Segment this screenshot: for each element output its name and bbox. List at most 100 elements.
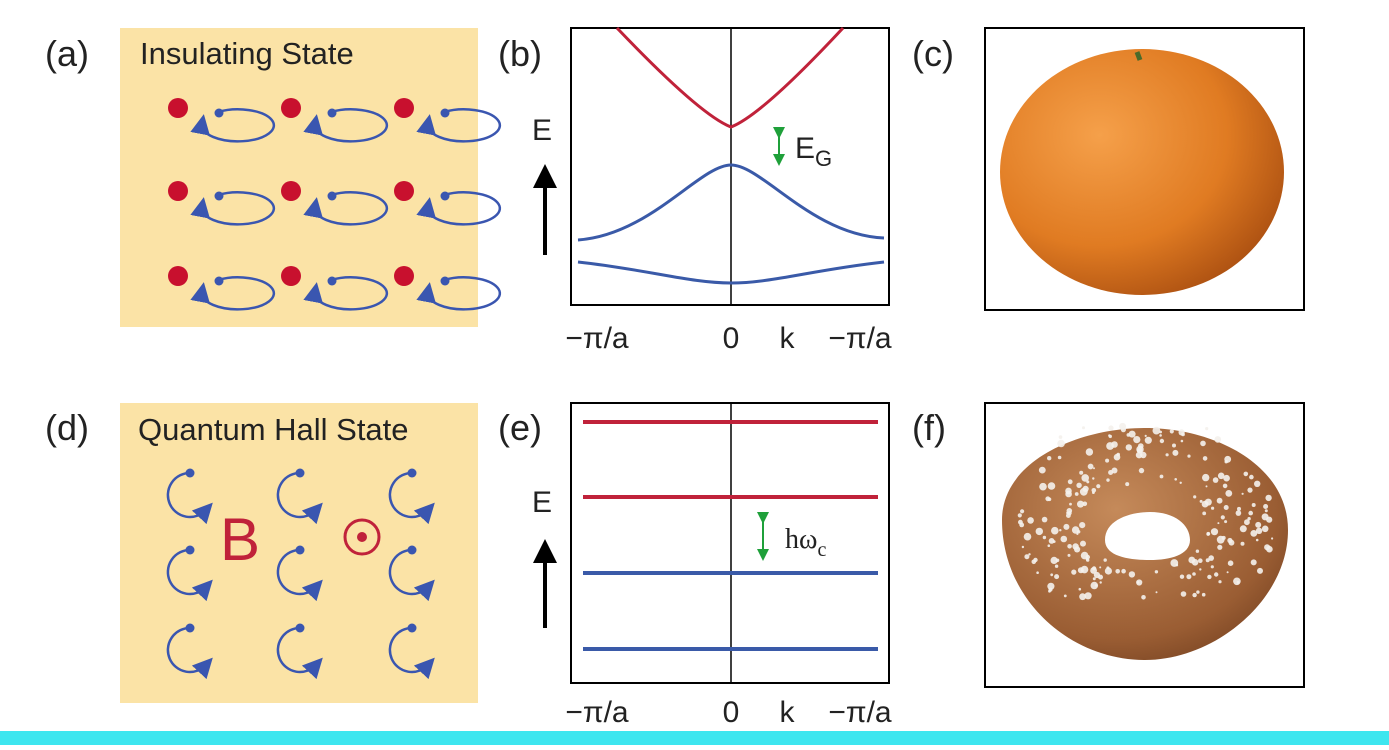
orbit [303,276,389,311]
x-label: 0 [723,322,740,355]
sugar-speck [1235,510,1242,516]
electron [295,623,305,633]
sugar-speck [1198,558,1203,563]
electron [185,468,195,478]
sugar-speck [1054,574,1060,580]
x-label: −π/a [828,322,892,355]
nucleus [281,266,301,286]
orbit [166,471,213,525]
sugar-speck [1082,485,1089,492]
nucleus [281,98,301,118]
sugar-speck [1108,434,1111,437]
orbit-grid [168,98,502,311]
sugar-speck [1172,449,1179,456]
sugar-speck [1093,467,1095,470]
sugar-speck [1202,456,1208,461]
nucleus [168,266,188,286]
sugar-speck [1180,439,1184,443]
sugar-speck [1052,540,1056,543]
gap-symbol: E [795,132,815,165]
gap-subscript: G [815,146,832,171]
sugar-speck [1138,443,1144,449]
sugar-speck [1152,426,1161,435]
electron [407,623,417,633]
panel-title: Quantum Hall State [138,412,409,447]
sugar-speck [1243,471,1249,477]
x-label: k [780,322,796,355]
orbit [388,548,435,602]
sugar-speck [1226,571,1229,574]
sugar-speck [1077,500,1084,508]
axis-label: E [532,486,552,519]
electron [185,623,195,633]
orbit [190,108,276,143]
electron [214,191,224,201]
sugar-speck [1038,466,1046,474]
orbit [303,108,389,143]
sugar-speck [1099,566,1102,569]
electron [185,545,195,555]
sugar-speck [1094,584,1098,587]
sugar-speck [1257,567,1263,574]
sugar-speck [1217,472,1225,480]
sugar-speck [1047,482,1056,490]
sugar-speck [1202,511,1207,516]
sugar-speck [1047,456,1052,461]
sugar-speck [1078,587,1082,591]
sugar-speck [1224,520,1228,524]
sugar-speck [1086,480,1090,484]
sugar-speck [1266,545,1273,553]
orbit [416,276,502,311]
sugar-speck [1028,553,1031,556]
sugar-speck [1050,573,1054,577]
plot-frame [570,402,890,684]
nucleus [168,98,188,118]
electron [440,191,450,201]
gap-label: hωc [785,524,826,561]
x-label: −π/a [828,696,892,729]
sugar-speck [1172,443,1176,448]
sugar-speck [1090,567,1097,574]
sugar-speck [1180,591,1187,597]
nucleus [394,266,414,286]
sugar-speck [1128,571,1136,578]
sugar-speck [1255,527,1263,534]
sugar-speck [1047,544,1051,547]
electron [440,276,450,286]
panel-label: (f) [912,407,946,448]
sugar-speck [1039,482,1047,491]
sugar-speck [1133,436,1141,444]
sugar-speck [1072,543,1079,550]
panel-label: (e) [498,407,542,448]
sugar-speck [1250,530,1258,537]
nucleus [281,181,301,201]
sugar-speck [1111,467,1118,474]
sugar-speck [1050,556,1058,565]
sugar-speck [1193,495,1197,499]
sugar-speck [1023,532,1032,541]
sugar-speck [1099,581,1102,584]
sugar-speck [1085,448,1094,456]
sugar-speck [1200,440,1206,447]
sugar-speck [1207,574,1212,580]
sugar-speck [1111,441,1118,448]
sugar-speck [1024,554,1030,560]
sugar-speck [1071,569,1077,575]
sugar-speck [1192,572,1196,576]
sugar-speck [1084,592,1092,600]
sugar-speck [1247,517,1251,521]
orbit [190,276,276,311]
sugar-speck [1076,532,1079,536]
sugar-speck [1079,470,1084,475]
electron [295,468,305,478]
sugar-speck [1136,579,1143,586]
orbit [388,471,435,525]
sugar-speck [1081,474,1089,482]
sugar-speck [1208,555,1214,561]
sugar-speck [1165,453,1169,457]
sugar-speck [1045,496,1051,502]
axis-label: E [532,114,552,147]
sugar-speck [1223,505,1229,510]
sugar-speck [1255,521,1262,528]
electron [327,276,337,286]
